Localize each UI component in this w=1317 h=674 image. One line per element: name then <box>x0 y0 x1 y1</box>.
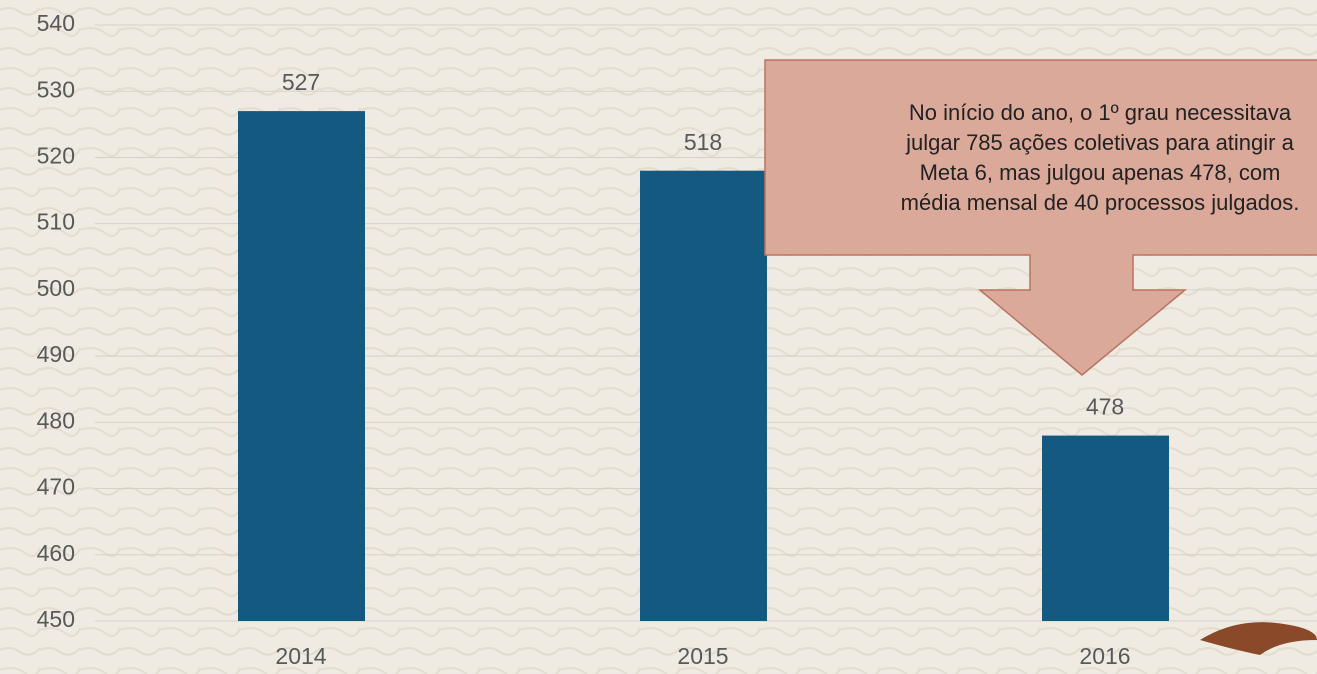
y-tick-label: 510 <box>37 209 75 235</box>
annotation-line: julgar 785 ações coletivas para atingir … <box>905 130 1294 155</box>
annotation-line: Meta 6, mas julgou apenas 478, com <box>920 160 1281 185</box>
logo <box>1200 622 1317 655</box>
bars <box>238 111 1169 621</box>
annotation-line: No início do ano, o 1º grau necessitava <box>909 100 1292 125</box>
bar <box>238 111 365 621</box>
value-label: 478 <box>1086 394 1124 420</box>
x-tick-label: 2015 <box>677 643 728 669</box>
y-tick-label: 490 <box>37 341 75 367</box>
y-tick-label: 460 <box>37 540 75 566</box>
y-tick-label: 470 <box>37 474 75 500</box>
value-label: 518 <box>684 129 722 155</box>
bar <box>640 170 767 621</box>
y-tick-label: 540 <box>37 10 75 36</box>
y-tick-label: 480 <box>37 407 75 433</box>
y-tick-label: 450 <box>37 606 75 632</box>
y-tick-label: 500 <box>37 275 75 301</box>
annotation-line: média mensal de 40 processos julgados. <box>901 190 1300 215</box>
y-tick-label: 530 <box>37 76 75 102</box>
x-tick-label: 2016 <box>1079 643 1130 669</box>
callout: No início do ano, o 1º grau necessitava j… <box>764 59 1317 376</box>
bar <box>1042 435 1169 621</box>
x-tick-label: 2014 <box>275 643 326 669</box>
callout-shape <box>764 59 1317 376</box>
value-label: 527 <box>282 69 320 95</box>
y-tick-label: 520 <box>37 143 75 169</box>
